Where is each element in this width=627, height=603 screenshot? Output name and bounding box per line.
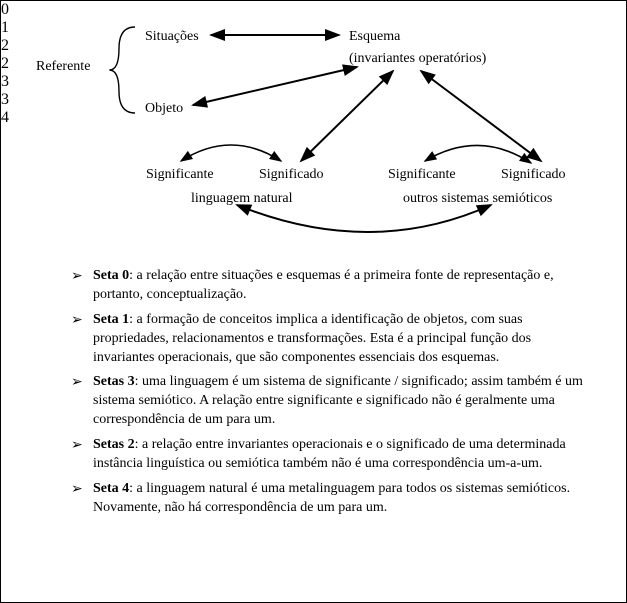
legend-lead: Setas 2 — [93, 437, 135, 452]
arrow-label-1: 1 — [1, 19, 626, 37]
legend-item: ➢ Seta 1: a formação de conceitos implica… — [71, 311, 586, 368]
arrow-label-2b: 2 — [1, 55, 626, 73]
node-objeto: Objeto — [145, 101, 183, 118]
legend-lead: Seta 0 — [93, 268, 129, 283]
diagram-area: Referente Situações Objeto Esquema (inva… — [1, 1, 626, 261]
node-significante2: Significante — [388, 167, 456, 184]
arrow-label-3b: 3 — [1, 91, 626, 109]
legend-item: ➢ Seta 4: a linguagem natural é uma metal… — [71, 480, 586, 518]
arrow-label-2a: 2 — [1, 37, 626, 55]
node-invariantes: (invariantes operatórios) — [349, 51, 486, 68]
legend-text: : uma linguagem é um sistema de signific… — [93, 374, 583, 427]
node-significado1: Significado — [259, 167, 324, 184]
node-referente: Referente — [36, 59, 90, 76]
node-outros: outros sistemas semióticos — [403, 191, 552, 208]
legend-item: ➢ Seta 0: a relação entre situações e esq… — [71, 267, 586, 305]
legend-item: ➢ Setas 3: uma linguagem é um sistema de … — [71, 373, 586, 430]
arrow-label-4: 4 — [1, 109, 626, 127]
arrow-label-3a: 3 — [1, 73, 626, 91]
node-significado2: Significado — [501, 167, 566, 184]
legend-text: : a linguagem natural é uma metalinguage… — [93, 481, 570, 515]
legend-text: : a relação entre invariantes operaciona… — [93, 437, 566, 471]
chevron-icon: ➢ — [71, 374, 83, 393]
page-frame: Referente Situações Objeto Esquema (inva… — [0, 0, 627, 603]
node-significante1: Significante — [146, 167, 214, 184]
legend: ➢ Seta 0: a relação entre situações e esq… — [1, 267, 626, 536]
legend-lead: Setas 3 — [93, 374, 135, 389]
legend-lead: Seta 1 — [93, 312, 129, 327]
legend-text: : a formação de conceitos implica a iden… — [93, 312, 531, 365]
node-linguagem: linguagem natural — [191, 191, 292, 208]
chevron-icon: ➢ — [71, 268, 83, 287]
chevron-icon: ➢ — [71, 437, 83, 456]
legend-text: : a relação entre situações e esquemas é… — [93, 268, 554, 302]
legend-item: ➢ Setas 2: a relação entre invariantes op… — [71, 436, 586, 474]
arrow-label-0: 0 — [1, 1, 626, 19]
node-esquema: Esquema — [349, 29, 400, 46]
node-situacoes: Situações — [145, 29, 199, 46]
chevron-icon: ➢ — [71, 481, 83, 500]
chevron-icon: ➢ — [71, 312, 83, 331]
legend-lead: Seta 4 — [93, 481, 129, 496]
